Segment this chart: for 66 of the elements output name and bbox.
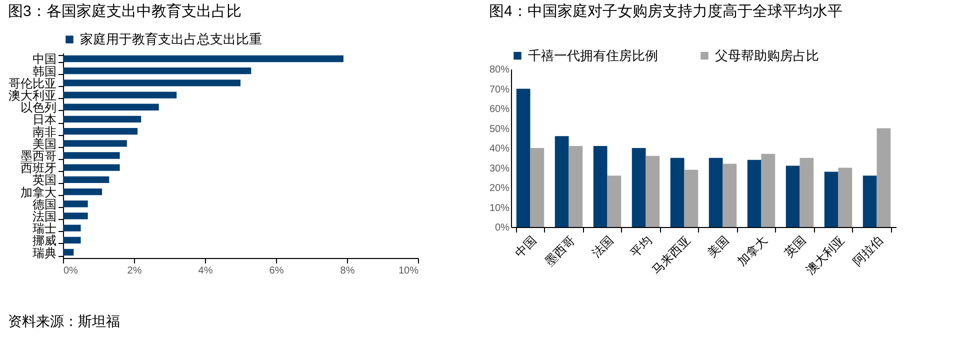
- bar: [722, 164, 737, 227]
- legend-label: 父母帮助购房占比: [715, 48, 819, 63]
- bar: [684, 170, 698, 227]
- bar: [607, 176, 622, 227]
- y-tick-label: 韩国: [32, 64, 56, 78]
- y-tick-label: 以色列: [20, 100, 56, 115]
- y-tick-label: 0%: [495, 222, 510, 234]
- y-tick-label: 挪威: [32, 234, 56, 248]
- bar: [862, 176, 877, 227]
- x-tick-label: 法国: [589, 233, 616, 260]
- x-tick-label: 英国: [782, 233, 809, 260]
- x-tick-label: 阿拉伯: [850, 233, 886, 268]
- bar: [708, 158, 723, 227]
- bar: [632, 148, 646, 227]
- x-tick-label: 墨西哥: [542, 233, 578, 268]
- x-tick-label: 加拿大: [734, 233, 770, 268]
- bar: [747, 160, 762, 227]
- y-tick-label: 60%: [489, 104, 510, 115]
- y-tick-label: 80%: [489, 64, 510, 76]
- x-tick-label: 10%: [398, 266, 419, 276]
- y-tick-label: 哥伦比亚: [8, 76, 56, 90]
- y-tick-label: 美国: [32, 136, 56, 151]
- x-tick-label: 0%: [64, 266, 78, 276]
- chart-title: 图3：各国家庭支出中教育支出占比: [8, 3, 242, 20]
- y-tick-label: 瑞典: [32, 246, 56, 260]
- y-tick-label: 30%: [489, 163, 510, 174]
- bar: [530, 148, 544, 227]
- bar: [646, 156, 660, 227]
- bar: [800, 158, 814, 227]
- bar: [786, 166, 800, 227]
- bar: [670, 158, 684, 227]
- y-tick-label: 墨西哥: [20, 149, 56, 163]
- bar: [824, 172, 838, 227]
- x-tick-label: 2%: [127, 266, 142, 276]
- legend-label: 千禧一代拥有住房比例: [528, 48, 658, 63]
- x-tick-label: 8%: [340, 266, 355, 276]
- x-tick-label: 6%: [269, 266, 284, 276]
- bar: [838, 168, 852, 227]
- y-tick-label: 日本: [32, 112, 56, 127]
- y-tick-label: 瑞士: [32, 222, 56, 236]
- y-tick-label: 10%: [489, 202, 510, 214]
- y-tick-label: 法国: [32, 209, 56, 224]
- y-tick-label: 20%: [489, 183, 510, 194]
- bar: [761, 154, 776, 227]
- y-tick-label: 南非: [32, 124, 56, 139]
- y-tick-label: 澳大利亚: [8, 88, 56, 103]
- bar: [554, 136, 569, 227]
- x-tick-label: 4%: [198, 266, 213, 276]
- y-tick-label: 加拿大: [20, 185, 56, 200]
- y-tick-label: 70%: [489, 84, 510, 96]
- x-tick-label: 美国: [704, 233, 732, 260]
- bar: [593, 146, 608, 227]
- bar: [516, 88, 530, 227]
- chart-title: 图4：中国家庭对子女购房支持力度高于全球平均水平: [488, 3, 842, 20]
- x-tick-label: 中国: [512, 233, 540, 260]
- y-tick-label: 英国: [32, 173, 56, 188]
- x-tick-label: 平均: [628, 233, 655, 260]
- y-tick-label: 50%: [489, 124, 510, 135]
- bar: [876, 128, 891, 227]
- y-tick-label: 40%: [489, 144, 510, 154]
- y-tick-label: 德国: [32, 197, 56, 212]
- text: 资料来源：斯坦福: [8, 313, 120, 331]
- y-tick-label: 西班牙: [20, 161, 56, 176]
- bar: [568, 146, 583, 227]
- y-tick-label: 中国: [32, 52, 56, 66]
- legend-label: 家庭用于教育支出占总支出比重: [80, 32, 262, 46]
